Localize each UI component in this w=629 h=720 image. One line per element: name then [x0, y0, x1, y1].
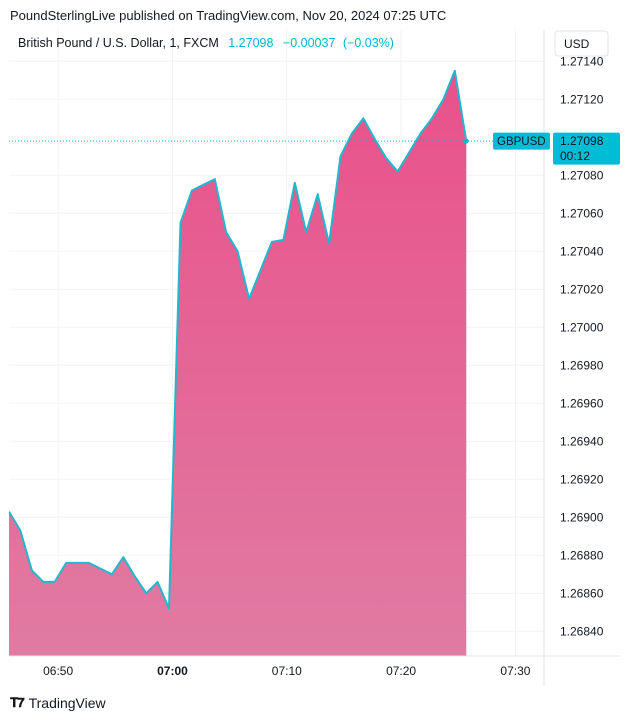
- last-price-tag: [553, 132, 620, 165]
- brand-label: TradingView: [28, 695, 106, 711]
- time-scale[interactable]: 06:50 07:00 07:10 07:20 07:30: [43, 664, 531, 678]
- y-tick-label: 1.27120: [560, 92, 604, 106]
- currency-button[interactable]: [554, 30, 609, 57]
- y-tick-label: 1.27040: [560, 244, 604, 258]
- change-label: −0.00037: [283, 36, 336, 50]
- y-tick-label: 1.27080: [560, 168, 604, 182]
- y-tick-label: 1.26900: [560, 510, 604, 524]
- instrument-label: British Pound / U.S. Dollar, 1, FXCM: [18, 36, 219, 50]
- last-value-label: 1.27098: [228, 36, 273, 50]
- last-price-tag-value: 1.27098: [560, 134, 604, 148]
- y-tick-label: 1.27140: [560, 54, 604, 68]
- price-chart[interactable]: British Pound / U.S. Dollar, 1, FXCM 1.2…: [8, 29, 620, 686]
- x-tick-label: 06:50: [43, 664, 73, 678]
- footer[interactable]: 𝐓𝟕 TradingView: [10, 695, 106, 711]
- change-pct-label: (−0.03%): [343, 36, 394, 50]
- price-area: [9, 70, 467, 657]
- x-tick-label: 07:10: [272, 664, 302, 678]
- y-tick-label: 1.27060: [560, 206, 604, 220]
- y-tick-label: 1.26880: [560, 548, 604, 562]
- y-tick-label: 1.27000: [560, 320, 604, 334]
- countdown-label: 00:12: [560, 149, 590, 163]
- y-tick-label: 1.27020: [560, 282, 604, 296]
- x-tick-label: 07:00: [157, 664, 188, 678]
- x-tick-label: 07:20: [386, 664, 416, 678]
- y-tick-label: 1.26960: [560, 396, 604, 410]
- last-price-dot: [463, 138, 469, 144]
- svg-text:British Pound / U.S. Dollar, 1: British Pound / U.S. Dollar, 1, FXCM 1.2…: [18, 36, 394, 50]
- tradingview-logo-icon: 𝐓𝟕: [10, 695, 25, 710]
- x-tick-label: 07:30: [500, 664, 530, 678]
- y-tick-label: 1.26840: [560, 624, 604, 638]
- publisher-caption: PoundSterlingLive published on TradingVi…: [10, 8, 447, 23]
- currency-label: USD: [564, 37, 590, 51]
- y-tick-label: 1.26980: [560, 358, 604, 372]
- y-tick-label: 1.26860: [560, 586, 604, 600]
- price-line: [8, 69, 468, 610]
- y-tick-label: 1.26920: [560, 472, 604, 486]
- y-tick-label: 1.26940: [560, 434, 604, 448]
- symbol-tag-label: GBPUSD: [497, 136, 546, 148]
- chart-frame[interactable]: British Pound / U.S. Dollar, 1, FXCM 1.2…: [8, 29, 620, 686]
- symbol-tag: [493, 132, 550, 150]
